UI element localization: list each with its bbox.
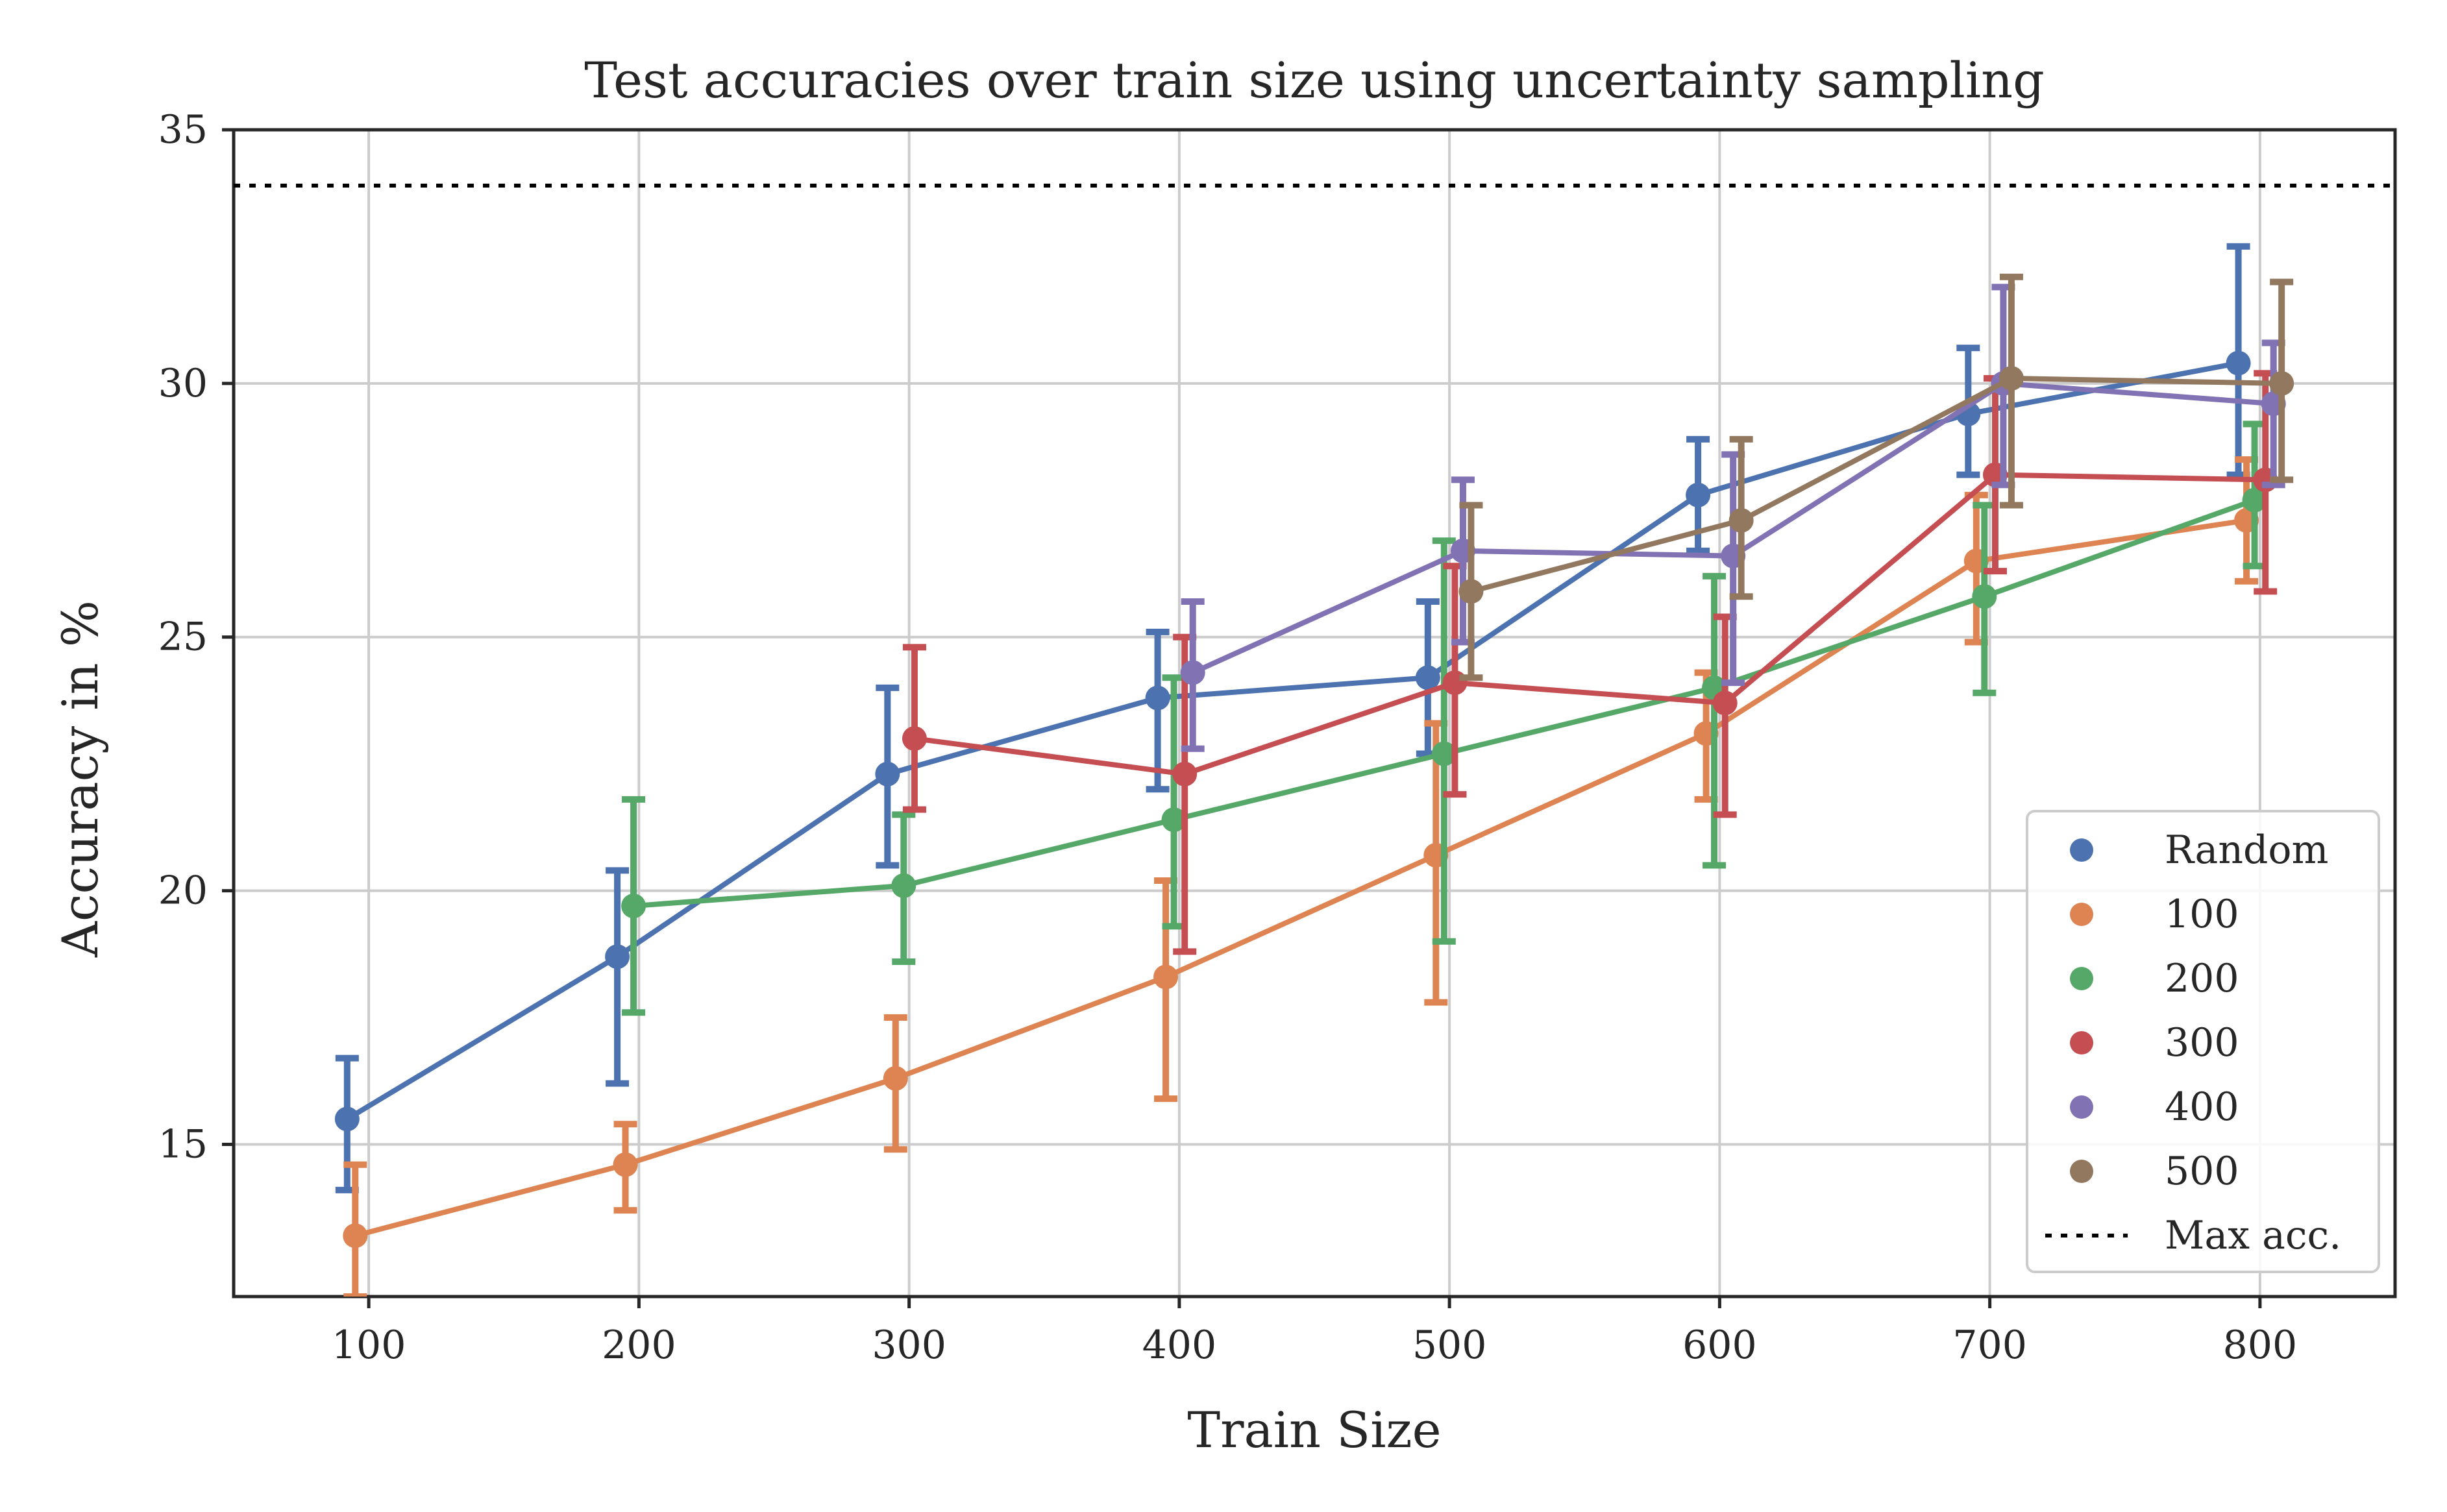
series-line-2 (354, 517, 2247, 1239)
legend-label-1: Random (2165, 827, 2328, 873)
data-point (605, 944, 630, 969)
legend: Random 100 200 300 400 500 Max acc. (2026, 810, 2380, 1273)
data-point (875, 761, 900, 786)
data-point (1998, 366, 2024, 391)
data-point (1972, 584, 1997, 609)
data-point (343, 1223, 368, 1249)
legend-label-6: 500 (2165, 1149, 2239, 1194)
data-point (1172, 761, 1198, 786)
data-point (334, 1106, 360, 1132)
y-tick-label-30: 30 (158, 361, 208, 406)
chart-title: Test accuracies over train size using un… (584, 51, 2045, 109)
series-3 (621, 421, 2267, 1016)
data-point (613, 1152, 638, 1177)
legend-label-5: 400 (2165, 1084, 2239, 1130)
legend-marker-6 (2070, 1160, 2093, 1183)
legend-label-4: 300 (2165, 1020, 2239, 1066)
plot-area (234, 183, 2395, 1297)
legend-marker-4 (2070, 1031, 2093, 1055)
data-point (2226, 350, 2251, 376)
data-point (1415, 665, 1440, 690)
y-tick-label-25: 25 (158, 615, 208, 660)
x-tick-label-800: 800 (2223, 1323, 2298, 1368)
data-point (1686, 482, 1711, 507)
data-point (1161, 807, 1187, 833)
data-point (2242, 487, 2267, 513)
legend-marker-1 (2070, 838, 2093, 862)
data-point (1145, 685, 1170, 711)
data-point (883, 1066, 908, 1091)
data-point (902, 726, 927, 751)
x-tick-label-700: 700 (1952, 1323, 2027, 1368)
x-tick-label-200: 200 (602, 1323, 676, 1368)
x-tick-label-400: 400 (1142, 1323, 1217, 1368)
legend-label-max-acc: Max acc. (2165, 1213, 2341, 1258)
y-tick-label-35: 35 (158, 107, 208, 152)
legend-marker-3 (2070, 967, 2093, 990)
x-tick-label-300: 300 (872, 1323, 946, 1368)
x-tick-label-100: 100 (332, 1323, 406, 1368)
y-tick-label-15: 15 (158, 1121, 208, 1167)
plot-frame (232, 128, 2397, 1299)
axes: 100 200 300 400 500 600 700 800 15 20 25 30 35 (158, 107, 2397, 1368)
series-line-4 (914, 472, 2266, 777)
x-tick-label-600: 600 (1682, 1323, 1757, 1368)
series-lines (234, 183, 2395, 1297)
legend-label-2: 100 (2165, 892, 2239, 937)
legend-marker-5 (2070, 1095, 2093, 1119)
data-point (621, 894, 646, 919)
legend-label-3: 200 (2165, 956, 2239, 1001)
legend-box (2026, 810, 2380, 1273)
x-tick-label-500: 500 (1412, 1323, 1487, 1368)
data-point (1458, 579, 1484, 604)
y-axis-label: Accuracy in % (51, 600, 109, 958)
data-point (891, 873, 916, 898)
data-point (1431, 741, 1457, 766)
legend-marker-2 (2070, 903, 2093, 926)
x-axis-label: Train Size (1187, 1401, 1441, 1459)
data-point (1712, 690, 1738, 716)
data-point (1153, 964, 1179, 990)
series-line-6 (1470, 376, 2282, 594)
data-point (1442, 670, 1468, 696)
series-6 (1458, 273, 2294, 681)
y-tick-label-20: 20 (158, 868, 208, 914)
data-point (1180, 660, 1205, 685)
data-point (1728, 507, 1754, 533)
data-point (2269, 371, 2294, 396)
series-4 (902, 370, 2278, 955)
